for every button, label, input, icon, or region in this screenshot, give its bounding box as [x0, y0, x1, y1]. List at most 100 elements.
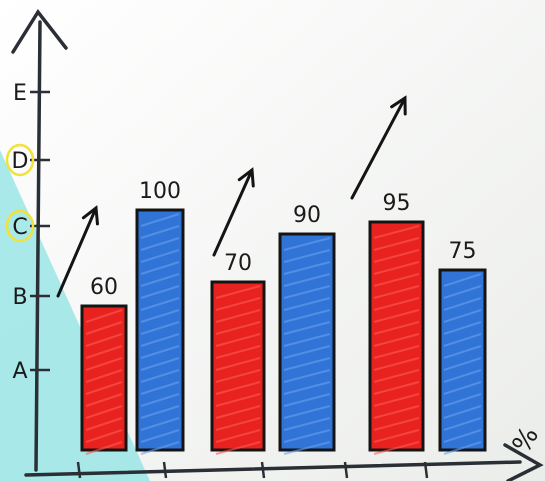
bar-hatch: [140, 273, 180, 287]
x-axis-arrowhead: [503, 443, 544, 481]
trend-arrowhead-3: [390, 95, 407, 116]
bar-hatch: [215, 345, 261, 359]
bar-hatch: [85, 333, 123, 347]
bar-hatch: [373, 417, 420, 431]
bar-red-2: [210, 280, 266, 452]
bar-hatch: [283, 309, 331, 323]
bar-hatch: [140, 285, 180, 299]
y-tick-label-b: B: [12, 285, 27, 310]
bar-hatch: [283, 357, 331, 371]
bar-hatch: [140, 429, 180, 443]
data-labels: 60 100 70 90 95 75: [90, 179, 477, 300]
bar-hatch: [443, 357, 482, 371]
bar-hatch: [373, 393, 420, 407]
bar-hatch: [140, 249, 180, 263]
tick-highlight-c: [5, 209, 35, 243]
bar-hatch: [140, 357, 180, 371]
bar-hatch: [373, 429, 420, 443]
trend-arrowhead-1: [81, 205, 99, 226]
bar-hatch: [443, 273, 482, 287]
bar-hatch: [443, 417, 482, 431]
bar-hatch: [283, 237, 331, 251]
y-axis-line: [34, 20, 42, 472]
bar-hatch: [443, 321, 482, 335]
bar-hatch: [85, 357, 123, 371]
bar-hatch: [85, 393, 123, 407]
bar-hatch: [443, 297, 482, 311]
bar-hatch: [283, 285, 331, 299]
bar-hatch: [283, 345, 331, 359]
x-axis-line: [24, 460, 522, 477]
trend-arrows: [56, 95, 407, 298]
bar-hatch: [373, 345, 420, 359]
bar-hatch: [140, 369, 180, 383]
y-tick-label-a: A: [12, 359, 27, 384]
bar-hatch: [283, 369, 331, 383]
bar-hatch: [443, 369, 482, 383]
data-label-1: 60: [90, 275, 118, 300]
bar-hatch: [373, 369, 420, 383]
bar-hatch: [215, 297, 261, 311]
bar-hatch: [373, 297, 420, 311]
bar-hatch: [85, 321, 123, 335]
bar-hatch: [373, 285, 420, 299]
bar-hatch: [373, 441, 420, 455]
bar-hatch: [443, 405, 482, 419]
bar-hatch: [140, 321, 180, 335]
bar-hatch: [283, 441, 331, 455]
trend-arrowhead-2: [237, 167, 255, 188]
bar-hatch: [140, 261, 180, 275]
bar-hatch: [140, 393, 180, 407]
bar-blue-1: [135, 208, 185, 452]
bar-hatch: [140, 333, 180, 347]
data-label-4: 90: [293, 203, 321, 228]
x-tick-mark-5: [423, 461, 429, 479]
bar-hatch: [373, 237, 420, 251]
bar-hatch: [283, 381, 331, 395]
bar-hatch: [283, 333, 331, 347]
bar-hatch: [443, 441, 482, 455]
bar-hatch: [373, 321, 420, 335]
trend-arrow-3: [350, 96, 407, 200]
x-tick-mark-2: [162, 461, 168, 479]
bar-hatch: [215, 321, 261, 335]
bar-hatch: [373, 333, 420, 347]
bar-hatch: [215, 441, 261, 455]
bar-blue-2: [278, 232, 336, 452]
bar-hatch: [140, 225, 180, 239]
trend-arrow-2: [212, 168, 254, 257]
bar-hatch: [140, 441, 180, 455]
bar-hatch: [215, 417, 261, 431]
bar-hatch: [283, 321, 331, 335]
tick-highlight-d: [5, 143, 35, 177]
data-label-3: 70: [224, 251, 252, 276]
bar-hatch: [140, 345, 180, 359]
bar-hatch: [443, 309, 482, 323]
bar-hatch: [215, 369, 261, 383]
bar-hatch: [215, 381, 261, 395]
bar-hatch: [373, 405, 420, 419]
bar-hatch: [85, 309, 123, 323]
bar-hatch: [283, 429, 331, 443]
bar-hatch: [373, 357, 420, 371]
bar-hatch: [443, 285, 482, 299]
y-axis-arrowhead: [11, 8, 68, 54]
bar-hatch: [283, 261, 331, 275]
bar-hatch: [373, 225, 420, 239]
bar-hatch: [215, 405, 261, 419]
bar-hatch: [85, 381, 123, 395]
bar-hatch: [283, 273, 331, 287]
bar-hatch: [283, 417, 331, 431]
bar-hatch: [373, 273, 420, 287]
bar-hatch: [443, 333, 482, 347]
bar-hatch: [443, 381, 482, 395]
x-tick-mark-1: [76, 461, 82, 479]
bar-hatch: [140, 237, 180, 251]
bar-hatch: [443, 429, 482, 443]
data-label-6: 75: [449, 239, 477, 264]
bar-hatch: [215, 285, 261, 299]
bar-hatch: [85, 441, 123, 455]
x-tick-mark-3: [260, 461, 266, 479]
bar-hatch: [85, 369, 123, 383]
